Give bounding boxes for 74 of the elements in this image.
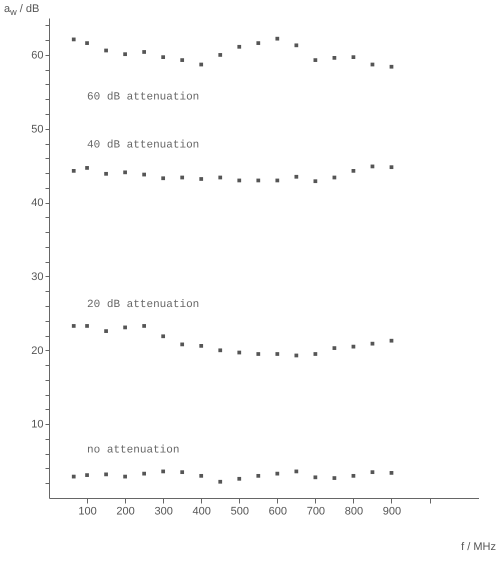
point <box>161 470 166 474</box>
y-axis-title: a$_{w}$ / dB <box>4 2 40 20</box>
x-tick-label: 200 <box>116 506 135 518</box>
x-tick-label: 100 <box>78 506 97 518</box>
x-axis-title: f / MHz <box>461 540 496 555</box>
point <box>275 352 280 356</box>
x-tick-label: 500 <box>230 506 249 518</box>
point <box>237 178 242 182</box>
point <box>199 62 204 66</box>
point <box>180 342 184 346</box>
point <box>218 176 222 180</box>
point <box>142 172 146 176</box>
point <box>123 170 127 174</box>
point <box>123 474 127 478</box>
point <box>85 41 89 45</box>
point <box>199 177 204 181</box>
point <box>180 58 184 62</box>
x-tick-label: 300 <box>154 506 173 518</box>
x-tick-label: 800 <box>344 506 364 518</box>
point <box>72 38 76 42</box>
series-label: 20 dB attenuation <box>87 298 200 311</box>
y-tick-label: 60 <box>31 49 44 62</box>
point <box>352 474 356 478</box>
point <box>85 166 89 170</box>
point <box>294 470 298 474</box>
text: 60 dB attenuation <box>87 92 200 104</box>
point <box>256 41 260 45</box>
point <box>294 354 298 358</box>
point <box>275 178 280 182</box>
point <box>370 342 374 346</box>
point <box>332 346 336 350</box>
series-label: 40 dB attenuation <box>87 139 200 152</box>
point <box>332 476 336 480</box>
point <box>314 58 318 62</box>
point <box>256 178 260 182</box>
point <box>142 50 146 54</box>
point <box>390 64 394 69</box>
point <box>390 471 394 475</box>
point <box>123 52 127 56</box>
point <box>352 55 356 60</box>
y-tick-label: 20 <box>31 344 44 357</box>
point <box>218 53 222 57</box>
point <box>180 176 184 180</box>
point <box>104 172 108 176</box>
point <box>256 352 260 356</box>
y-tick-label: 10 <box>31 418 44 431</box>
point <box>390 165 394 170</box>
point <box>332 176 336 180</box>
point <box>390 338 394 343</box>
y-tick-label: 40 <box>31 197 44 210</box>
point <box>314 352 318 356</box>
x-tick-label: 400 <box>192 506 211 518</box>
point <box>123 326 127 330</box>
series-label: no attenuation <box>87 444 180 456</box>
point <box>72 474 76 478</box>
point <box>370 470 374 474</box>
point <box>104 329 108 333</box>
point <box>370 164 374 168</box>
point <box>352 168 356 173</box>
point <box>104 472 108 476</box>
x-tick-label: 900 <box>382 506 402 518</box>
point <box>72 324 76 328</box>
point <box>142 324 146 328</box>
point <box>237 350 242 354</box>
x-tick-label: 600 <box>268 506 287 518</box>
point <box>104 48 108 52</box>
x-tick-label: 700 <box>306 506 326 518</box>
y-tick-label: 50 <box>31 123 44 136</box>
point <box>85 473 89 477</box>
point <box>370 62 374 66</box>
point <box>332 56 336 60</box>
point <box>352 344 356 348</box>
y-tick-label: 30 <box>31 270 44 283</box>
point <box>85 324 89 328</box>
